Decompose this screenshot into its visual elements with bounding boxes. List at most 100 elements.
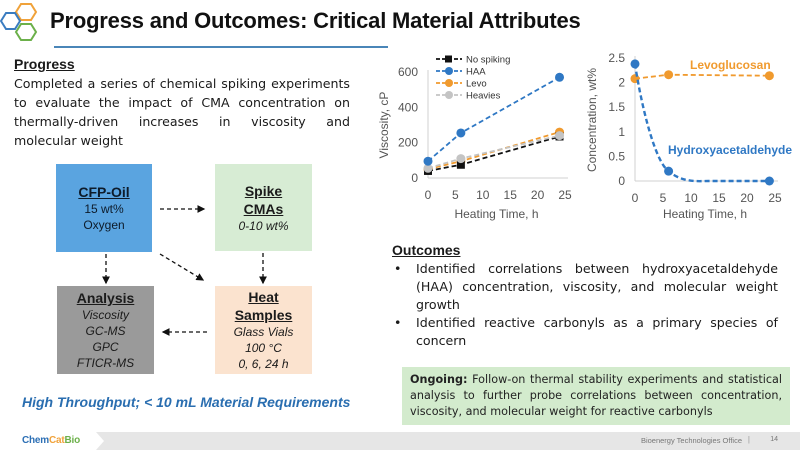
brand-cat: Cat: [48, 435, 65, 446]
bullet: •: [394, 261, 402, 276]
outcomes-list: • Identified correlations between hydroxy…: [392, 260, 778, 350]
legend-marker: [445, 67, 453, 75]
legend-label: Heavies: [466, 91, 501, 102]
data-point-no-spiking: [456, 160, 465, 169]
footer-brand-tab: [0, 432, 104, 450]
data-point-haa: [555, 72, 565, 82]
data-point-heavies: [423, 163, 433, 173]
y-tick-label: 2: [618, 76, 625, 90]
analysis-box: Analysis Viscosity GC-MS GPC FTICR-MS: [57, 286, 154, 374]
x-tick-label: 0: [632, 191, 639, 205]
analysis-title: Analysis: [76, 290, 135, 306]
x-tick-label: 5: [660, 191, 667, 205]
brand-bio: Bio: [64, 435, 81, 446]
spike-cmas-line: 0-10 wt%: [238, 218, 289, 233]
x-axis-label: Heating Time, h: [454, 207, 538, 221]
data-point-levoglucosan: [664, 70, 674, 80]
data-point-hydroxyacetaldehyde: [764, 176, 774, 186]
data-point-hydroxyacetaldehyde: [630, 59, 640, 69]
legend-marker: [445, 91, 453, 99]
footer-separator: |: [747, 435, 750, 444]
data-point-heavies: [456, 154, 466, 164]
y-tick-label: 0: [618, 174, 625, 188]
hexagon-blue: [0, 12, 22, 30]
data-point-haa: [456, 128, 466, 138]
y-tick-label: 600: [398, 65, 418, 79]
y-tick-label: 0: [411, 171, 418, 185]
legend-label: HAA: [466, 67, 486, 78]
data-point-haa: [423, 156, 433, 166]
legend-marker: [445, 79, 453, 87]
legend-label: No spiking: [466, 55, 510, 66]
x-tick-label: 5: [452, 188, 459, 202]
brand-chem: Chem: [22, 435, 49, 446]
heat-samples-title: Samples: [234, 307, 293, 323]
cfp-oil-line: 15 wt%: [84, 202, 124, 216]
cfp-oil-line: Oxygen: [83, 218, 125, 232]
series-annotation-hydroxyacetaldehyde: Hydroxyacetaldehyde: [668, 143, 792, 157]
heat-samples-line: 100 °C: [245, 341, 282, 355]
tagline: High Throughput; < 10 mL Material Requir…: [22, 394, 351, 410]
ongoing-text: Follow-on thermal stability experiments …: [410, 373, 782, 418]
outcome-text: Identified reactive carbonyls as a prima…: [416, 315, 778, 348]
data-point-levoglucosan: [764, 71, 774, 81]
y-tick-label: 1.5: [608, 100, 625, 114]
x-axis-label: Heating Time, h: [663, 207, 747, 221]
spike-cmas-title: Spike: [244, 182, 283, 199]
y-tick-label: 400: [398, 100, 418, 114]
progress-text: Completed a series of chemical spiking e…: [14, 76, 350, 148]
footer-brand-logo: ChemCatBio: [22, 435, 80, 446]
legend-label: Levo: [466, 79, 487, 90]
y-tick-label: 0.5: [608, 149, 625, 163]
x-tick-label: 10: [684, 191, 698, 205]
series-line-no-spiking: [427, 135, 560, 172]
bullet: •: [394, 315, 402, 330]
ongoing-callout: Ongoing: Follow-on thermal stability exp…: [402, 367, 790, 425]
data-point-hydroxyacetaldehyde: [664, 166, 674, 176]
heat-samples-line: Glass Vials: [233, 325, 294, 339]
spike-cmas-box: Spike CMAs 0-10 wt%: [215, 164, 312, 251]
x-tick-label: 0: [425, 188, 432, 202]
heat-samples-line: 0, 6, 24 h: [238, 357, 289, 371]
y-tick-label: 2.5: [608, 51, 625, 65]
y-axis-label: Concentration, wt%: [585, 68, 599, 172]
series-line-levoglucosan: [634, 73, 770, 80]
footer-bar: ChemCatBio Bioenergy Technologies Office…: [0, 432, 800, 450]
hexagon-orange: [14, 3, 38, 21]
data-point-heavies: [555, 131, 565, 141]
outcomes-heading: Outcomes: [392, 242, 461, 258]
spike-cmas-title: CMAs: [243, 200, 284, 217]
x-tick-label: 15: [504, 188, 518, 202]
legend-marker: [445, 55, 452, 63]
cfp-oil-title: CFP-Oil: [78, 184, 130, 200]
y-tick-label: 1: [618, 125, 625, 139]
y-tick-label: 200: [398, 136, 418, 150]
analysis-line: GPC: [92, 340, 119, 354]
heat-samples-title: Heat: [248, 289, 279, 305]
outcome-item: • Identified correlations between hydroxy…: [392, 260, 778, 314]
chemcatbio-hexagon-logo: [0, 3, 38, 41]
hexagon-green: [14, 23, 38, 41]
x-tick-label: 25: [558, 188, 572, 202]
y-axis-label: Viscosity, cP: [377, 92, 391, 159]
cfp-oil-box: CFP-Oil 15 wt% Oxygen: [56, 164, 152, 252]
x-tick-label: 20: [740, 191, 754, 205]
analysis-line: GC-MS: [85, 324, 126, 338]
title-underline: [54, 46, 388, 48]
series-line-hydroxyacetaldehyde: [633, 63, 770, 183]
analysis-line: FTICR-MS: [76, 356, 135, 370]
page-number: 14: [770, 436, 778, 443]
analysis-line: Viscosity: [81, 308, 130, 322]
x-tick-label: 10: [476, 188, 490, 202]
ongoing-label: Ongoing:: [410, 373, 468, 386]
footer-office: Bioenergy Technologies Office: [640, 436, 742, 445]
heat-samples-box: Heat Samples Glass Vials 100 °C 0, 6, 24…: [215, 286, 312, 374]
progress-heading: Progress: [14, 56, 75, 72]
outcome-text: Identified correlations between hydroxya…: [416, 261, 778, 312]
page-title: Progress and Outcomes: Critical Material…: [50, 8, 581, 33]
arrow-cfp-to-heat: [159, 253, 205, 281]
x-tick-label: 20: [531, 188, 545, 202]
x-tick-label: 25: [768, 191, 782, 205]
x-tick-label: 15: [712, 191, 726, 205]
